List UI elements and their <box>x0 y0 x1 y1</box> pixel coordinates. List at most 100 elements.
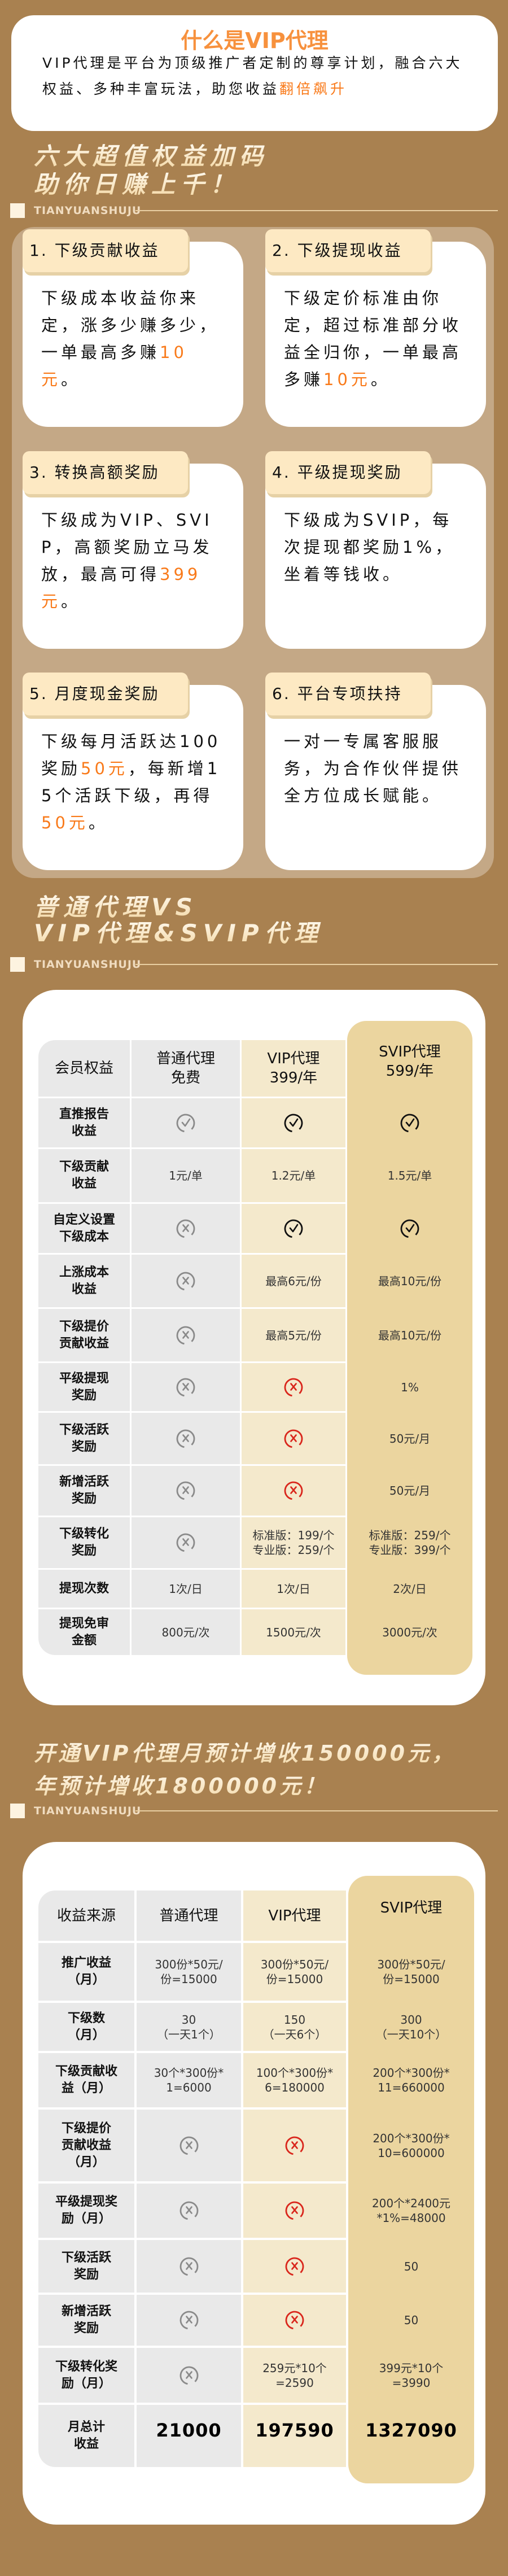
x-circle-icon <box>284 2135 305 2156</box>
cell-label: 下级转化 奖励 <box>38 1517 130 1568</box>
cell-label: 下级贡献收 益（月） <box>38 2053 134 2107</box>
cell-svip <box>347 1204 472 1253</box>
cell-svip: 3000元/次 <box>382 1625 437 1639</box>
cell-vip: 100个*300份* 6=180000 <box>243 2053 346 2107</box>
check-circle-icon <box>176 1112 196 1134</box>
svip-column-highlight <box>347 1021 472 1675</box>
x-circle-icon <box>179 2256 199 2277</box>
monthly-total-value: 21000 <box>156 2420 222 2441</box>
cell-normal: 30个*300份* 1=6000 <box>137 2053 241 2107</box>
card-text-segment: 。 <box>61 370 81 389</box>
intro-text-body: VIP代理是平台为顶级推广者定制的尊享计划，融合六大权益、多种丰富玩法，助您收益 <box>42 55 463 97</box>
cell-vip: 1500元/次 <box>242 1609 345 1655</box>
benefit-card: 3. 转换高额奖励 下级成为VIP、SVIP，高额奖励立马发放，最高可得399元。 <box>23 451 243 649</box>
card-text: 下级每月活跃达100奖励50元，每新增15个活跃下级，再得50元。 <box>41 728 222 836</box>
benefit-card: 5. 月度现金奖励下级每月活跃达100奖励50元，每新增15个活跃下级，再得50… <box>23 673 243 870</box>
card-text-segment: 。 <box>370 370 391 389</box>
cell-normal <box>132 1255 240 1307</box>
x-circle-icon <box>176 1270 196 1292</box>
cell-vip: 最高5元/份 <box>242 1309 345 1361</box>
cell-svip <box>347 1098 472 1147</box>
cell-normal: 800元/次 <box>132 1609 240 1655</box>
tag-divider <box>135 210 498 211</box>
x-circle-icon <box>179 2309 199 2331</box>
x-circle-icon <box>179 2365 199 2386</box>
cell-label: 推广收益 （月） <box>38 1943 134 2001</box>
card-text: 下级定价标准由你定，超过标准部分收益全归你，一单最高多赚10元。 <box>284 285 465 393</box>
cell-svip: 200个*300份* 11=660000 <box>373 2066 450 2094</box>
card-text-segment: 一对一专属客服服务，为合作伙伴提供全方位成长赋能。 <box>284 732 462 805</box>
cell-normal <box>137 2295 241 2346</box>
cell-normal <box>132 1413 240 1464</box>
cell-vip: 300份*50元/ 份=15000 <box>243 1943 346 2001</box>
card-text: 下级成为VIP、SVIP，高额奖励立马发放，最高可得399元。 <box>41 507 222 615</box>
cell-svip: 标准版：259/个 专业版：399/个 <box>369 1529 451 1557</box>
cell-normal <box>137 2348 241 2403</box>
card-text-highlight: 10元 <box>41 343 187 389</box>
cell-vip: 259元*10个 =2590 <box>243 2348 346 2403</box>
cell-vip <box>243 2110 346 2181</box>
x-circle-icon <box>284 2200 305 2221</box>
section3-heading-line2: 年预计增收1800000元！ <box>34 1770 328 1802</box>
card-text-segment: 。 <box>61 592 81 611</box>
card-title: 5. 月度现金奖励 <box>23 673 188 715</box>
cell-label: 月总计 收益 <box>38 2405 134 2467</box>
intro-text-highlight: 翻倍飙升 <box>279 81 348 97</box>
benefit-card: 4. 平级提现奖励下级成为SVIP，每次提现都奖励1%，坐着等钱收。 <box>265 451 486 649</box>
card-text-highlight: 399元 <box>41 565 202 611</box>
cell-vip <box>243 2184 346 2238</box>
cell-svip: 50 <box>404 2259 419 2273</box>
card-body <box>23 242 243 427</box>
cell-normal <box>132 1466 240 1516</box>
cell-normal: 30 （一天1个） <box>137 2003 241 2051</box>
section3-tag: TIANYUANSHUJU <box>10 1804 498 1818</box>
intro-card: 什么是VIP代理 VIP代理是平台为顶级推广者定制的尊享计划，融合六大权益、多种… <box>11 15 498 131</box>
cell-vip <box>242 1204 345 1253</box>
header-cell-vip: VIP代理 399/年 <box>242 1040 345 1097</box>
section2-heading-line1: 普通代理VS <box>34 893 198 921</box>
x-circle-icon <box>284 2309 305 2331</box>
cell-vip <box>242 1098 345 1147</box>
intro-title: 什么是VIP代理 <box>181 28 329 53</box>
x-circle-icon <box>176 1325 196 1346</box>
cell-normal <box>137 2110 241 2181</box>
card-text-segment: 下级每月活跃达100奖励 <box>41 732 221 778</box>
cell-label: 下级提价 贡献收益 <box>38 1309 130 1361</box>
card-text-segment: 下级成为VIP、SVIP，高额奖励立马发放，最高可得 <box>41 510 213 584</box>
cell-normal: 21000 <box>137 2405 241 2467</box>
card-text-segment: 下级成本收益你来定，涨多少赚多少，一单最高多赚 <box>41 289 220 362</box>
x-circle-icon <box>283 1480 304 1501</box>
card-title: 4. 平级提现奖励 <box>265 451 431 494</box>
x-circle-icon <box>176 1532 196 1553</box>
header-cell-normal: 普通代理 <box>137 1890 241 1941</box>
cell-svip: 50 <box>404 2313 419 2327</box>
cell-normal <box>132 1098 240 1147</box>
x-circle-icon <box>284 2256 305 2277</box>
cell-normal <box>137 2240 241 2293</box>
cell-svip: 2次/日 <box>393 1582 427 1596</box>
cell-label: 下级转化奖 励（月） <box>38 2348 134 2403</box>
section2-heading-line2: VIP代理&SVIP代理 <box>34 919 323 947</box>
cell-svip: 1.5元/单 <box>387 1169 432 1182</box>
x-circle-icon <box>176 1218 196 1239</box>
header-cell-svip: SVIP代理 599/年 <box>379 1044 441 1080</box>
card-text-segment: 下级成为SVIP，每次提现都奖励1%，坐着等钱收。 <box>284 510 456 584</box>
card-text-segment: 下级定价标准由你定，超过标准部分收益全归你，一单最高多赚 <box>284 289 462 389</box>
cell-label: 提现免审 金额 <box>38 1609 130 1655</box>
card-text-highlight: 10元 <box>323 370 371 389</box>
cell-svip: 50元/月 <box>389 1431 431 1446</box>
cell-vip: 最高6元/份 <box>242 1255 345 1307</box>
cell-svip: 300 （一天10个） <box>375 2012 447 2041</box>
cell-normal: 1次/日 <box>132 1570 240 1608</box>
tag-text: TIANYUANSHUJU <box>34 958 142 971</box>
cell-vip: 1.2元/单 <box>242 1149 345 1202</box>
check-circle-icon <box>283 1112 304 1134</box>
benefit-card: 2. 下级提现收益 下级定价标准由你定，超过标准部分收益全归你，一单最高多赚10元… <box>265 229 486 427</box>
cell-label: 下级提价 贡献收益 （月） <box>38 2110 134 2181</box>
cell-normal <box>132 1363 240 1411</box>
cell-normal <box>137 2184 241 2238</box>
cell-label: 下级数 （月） <box>38 2003 134 2051</box>
monthly-total-value: 1327090 <box>365 2420 457 2441</box>
cell-label: 下级活跃 奖励 <box>38 2240 134 2293</box>
section2-tag: TIANYUANSHUJU <box>10 957 498 972</box>
